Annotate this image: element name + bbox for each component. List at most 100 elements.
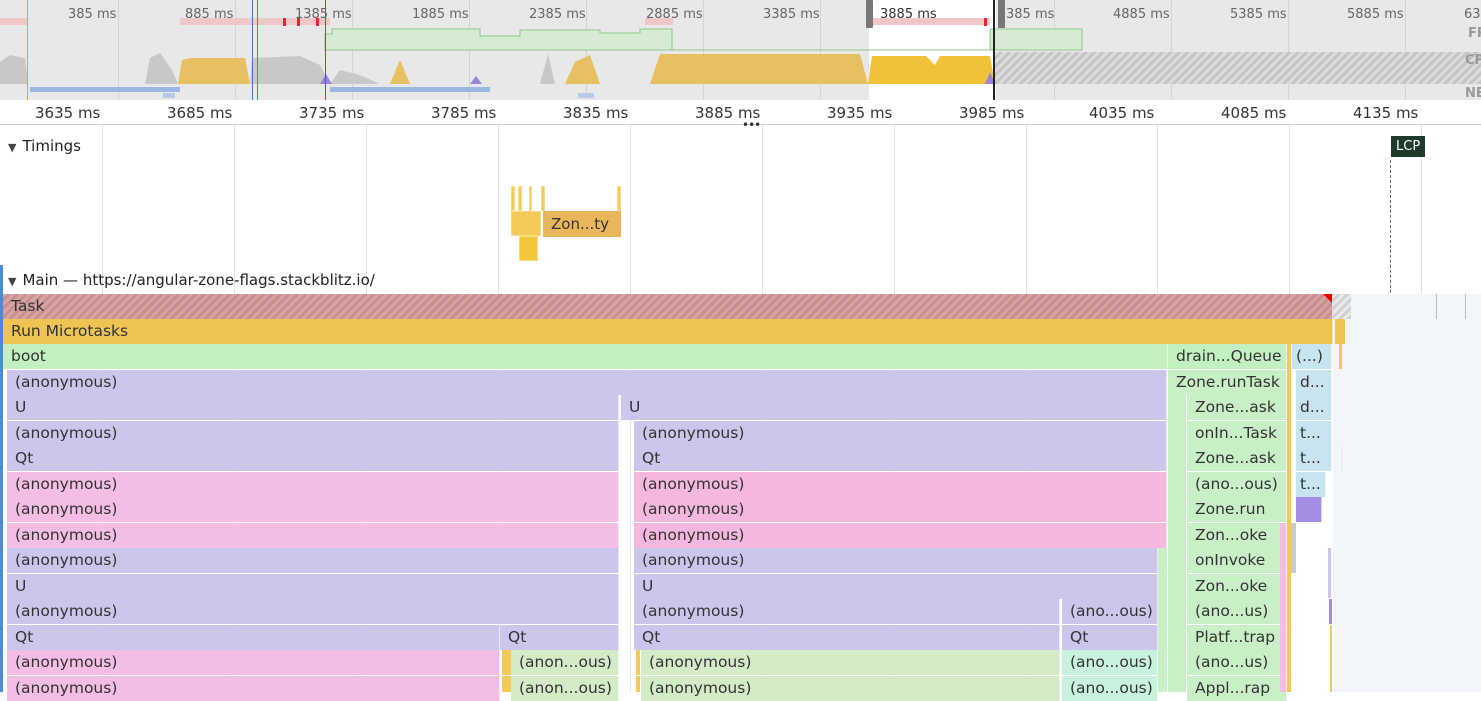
qt-bar[interactable]: Qt (7, 446, 619, 471)
call-bar[interactable]: t... (1296, 421, 1332, 446)
call-bar[interactable]: t... (1296, 472, 1326, 497)
anonymous-bar[interactable]: (anonymous) (641, 676, 1060, 701)
overview-tick: 385 ms (1006, 7, 1055, 22)
u-bar[interactable]: U (7, 395, 619, 420)
time-ruler[interactable]: 3635 ms 3685 ms 3735 ms 3785 ms 3835 ms … (0, 100, 1481, 125)
oninvoke-bar[interactable]: onInvoke (1187, 548, 1287, 573)
resize-handle-dots[interactable]: ••• (742, 118, 761, 132)
selection-right-handle[interactable] (998, 0, 1005, 28)
anonymous-bar[interactable]: (anonymous) (634, 548, 1158, 573)
overview-tick: 385 ms (68, 7, 117, 22)
timing-event[interactable] (519, 236, 538, 261)
overview-tick: 3385 ms (763, 7, 820, 22)
boot-bar[interactable]: boot (3, 344, 1168, 369)
ruler-tick: 3985 ms (959, 104, 1025, 122)
overview-tick: 5385 ms (1230, 7, 1287, 22)
fps-track-label: FP (1468, 26, 1481, 41)
timeline-overview[interactable]: 385 ms 885 ms 1385 ms 1885 ms 2385 ms 28… (0, 0, 1481, 100)
overview-tick: 1885 ms (412, 7, 469, 22)
anonymous-bar[interactable]: (anonymous) (7, 650, 500, 675)
run-microtasks-bar[interactable]: Run Microtasks (3, 319, 1333, 344)
zone-task-bar[interactable]: Zone...ask (1187, 395, 1287, 420)
cpu-graph (0, 52, 1481, 84)
zone-runtask-bar[interactable]: Zone.runTask (1168, 370, 1287, 395)
call-bar[interactable]: d... (1296, 370, 1332, 395)
zone-invoke-bar[interactable]: Zon...oke (1187, 574, 1287, 599)
timing-event[interactable] (529, 186, 532, 211)
anonymous-bar[interactable]: (anonymous) (641, 650, 1060, 675)
anonymous-bar[interactable]: (anonymous) (634, 599, 1060, 624)
anonymous-bar[interactable]: (anonymous) (7, 421, 619, 446)
anonymous-bar[interactable]: (anonymous) (7, 548, 619, 573)
anonymous-bar[interactable]: (anonymous) (634, 523, 1167, 548)
anonymous-bar[interactable]: (anonymous) (7, 497, 619, 522)
long-task-warning-icon (1323, 294, 1332, 303)
anonymous-bar[interactable]: (anonymous) (7, 599, 619, 624)
qt-bar[interactable]: Qt (634, 446, 1167, 471)
collapse-triangle-icon[interactable]: ▼ (8, 275, 17, 288)
anonymous-bar[interactable]: (anonymous) (634, 497, 1167, 522)
application-bootstrap-bar[interactable]: Appl...rap (1187, 676, 1287, 701)
qt-bar[interactable]: Qt (1062, 625, 1158, 650)
anonymous-bar[interactable]: (anonymous) (7, 370, 1167, 395)
overview-tick: 2385 ms (529, 7, 586, 22)
u-bar[interactable]: U (634, 574, 1158, 599)
anonymous-bar[interactable]: (ano...ous) (1062, 676, 1158, 701)
anonymous-bar[interactable]: (ano...ous) (1187, 472, 1287, 497)
fps-graph (324, 28, 1083, 51)
ruler-tick: 4135 ms (1353, 104, 1419, 122)
main-track-header[interactable]: ▼ Main — https://angular-zone-flags.stack… (0, 271, 375, 297)
drain-queue-bar[interactable]: drain...Queue (1168, 344, 1287, 369)
call-bar[interactable] (1296, 497, 1322, 522)
timing-event[interactable] (511, 186, 515, 211)
anonymous-bar[interactable]: (anonymous) (7, 472, 619, 497)
zone-invoke-bar[interactable]: Zon...oke (1187, 523, 1287, 548)
anonymous-bar[interactable]: (ano...ous) (1062, 650, 1158, 675)
ruler-tick: 3635 ms (35, 104, 101, 122)
oninvoketask-bar[interactable]: onIn...Task (1187, 421, 1287, 446)
qt-bar[interactable]: Qt (500, 625, 619, 650)
collapse-triangle-icon[interactable]: ▼ (8, 141, 17, 154)
ruler-tick: 3885 ms (695, 104, 761, 122)
ruler-tick: 4085 ms (1221, 104, 1287, 122)
timings-track-header[interactable]: ▼ Timings (0, 137, 81, 163)
timing-event[interactable] (617, 186, 621, 211)
overview-tick: 4885 ms (1113, 7, 1170, 22)
platform-bootstrap-bar[interactable]: Platf...trap (1187, 625, 1287, 650)
anonymous-bar[interactable]: (anonymous) (7, 676, 500, 701)
anonymous-bar[interactable]: (anon...ous) (511, 676, 619, 701)
anonymous-bar[interactable]: (anonymous) (7, 523, 619, 548)
ruler-tick: 3785 ms (431, 104, 497, 122)
zone-run-bar[interactable]: Zone.run (1187, 497, 1287, 522)
lcp-marker[interactable]: LCP (1391, 136, 1426, 157)
overview-tick: 63 (1464, 7, 1481, 22)
task-bar[interactable] (1333, 294, 1351, 319)
call-bar[interactable]: (...) (1292, 344, 1332, 369)
zone-task-bar[interactable]: Zone...ask (1187, 446, 1287, 471)
timing-event[interactable] (518, 186, 522, 211)
call-bar[interactable]: t... (1296, 446, 1332, 471)
overview-tick: 2885 ms (646, 7, 703, 22)
net-track-label: NE (1465, 86, 1481, 100)
main-thread-title: Main — https://angular-zone-flags.stackb… (22, 271, 375, 289)
main-track-selected-indicator (0, 265, 3, 692)
anonymous-bar[interactable]: (anonymous) (634, 472, 1167, 497)
ruler-tick: 4035 ms (1089, 104, 1155, 122)
anonymous-bar[interactable]: (ano...us) (1187, 650, 1287, 675)
anonymous-bar[interactable]: (ano...us) (1187, 599, 1287, 624)
anonymous-bar[interactable]: (anonymous) (634, 421, 1167, 446)
selection-left-handle[interactable] (866, 0, 873, 28)
call-bar[interactable]: d... (1296, 395, 1332, 420)
timings-title: Timings (22, 137, 81, 155)
timing-event[interactable] (511, 211, 541, 236)
timing-event-zone[interactable]: Zon...ty (543, 211, 621, 237)
u-bar[interactable]: U (621, 395, 1167, 420)
timing-event[interactable] (541, 186, 545, 211)
u-bar[interactable]: U (7, 574, 619, 599)
anonymous-bar[interactable]: (ano...ous) (1062, 599, 1158, 624)
ruler-tick: 3685 ms (167, 104, 233, 122)
anonymous-bar[interactable]: (anon...ous) (511, 650, 619, 675)
task-bar[interactable]: Task (3, 294, 1333, 319)
qt-bar[interactable]: Qt (634, 625, 1060, 650)
qt-bar[interactable]: Qt (7, 625, 500, 650)
